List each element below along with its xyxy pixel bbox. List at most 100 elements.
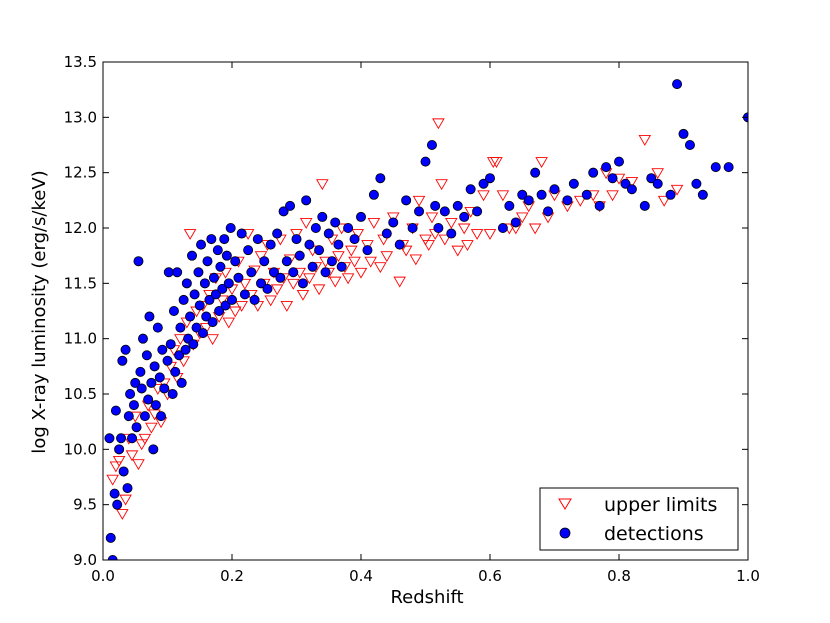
detection-point (207, 317, 218, 328)
upper-limit-point (638, 135, 652, 146)
detection-point (381, 228, 392, 239)
y-tick-label: 13.0 (64, 108, 97, 126)
detection-point (330, 217, 341, 228)
detection-point (549, 184, 560, 195)
detection-point (116, 433, 127, 444)
detection-point (114, 444, 125, 455)
x-tick-label: 0.8 (607, 567, 631, 585)
upper-limit-point (328, 276, 342, 288)
detection-point (118, 466, 129, 477)
detection-point (259, 256, 270, 267)
detection-point (452, 200, 463, 211)
legend-detections-marker (559, 527, 571, 539)
upper-limit-point (228, 306, 242, 318)
detection-point (446, 228, 457, 239)
detection-point (710, 162, 721, 173)
upper-limit-point (264, 295, 277, 307)
detection-point (362, 245, 373, 256)
detection-point (236, 228, 247, 239)
detection-point (154, 372, 165, 383)
upper-limit-point (312, 284, 326, 296)
detection-point (149, 361, 160, 372)
detection-point (607, 173, 618, 184)
upper-limit-point (535, 157, 548, 168)
upper-limit-point (116, 509, 129, 520)
upper-limit-point (490, 157, 503, 168)
upper-limit-point (222, 317, 236, 329)
detection-point (459, 211, 470, 222)
upper-limit-point (235, 301, 248, 312)
detection-point (208, 272, 219, 283)
y-tick-label: 11.5 (64, 274, 97, 292)
detection-point (323, 228, 334, 239)
upper-limit-point (135, 439, 148, 451)
detection-point (601, 162, 612, 173)
detection-point (217, 283, 228, 294)
detection-point (246, 267, 257, 278)
detection-point (210, 289, 221, 300)
detection-point (439, 206, 450, 217)
detection-point (301, 195, 312, 206)
x-tick-label: 0.6 (478, 567, 502, 585)
upper-limit-point (422, 240, 436, 251)
detection-point (433, 222, 444, 233)
detection-point (185, 311, 196, 322)
detection-point (128, 400, 139, 411)
detection-point (131, 422, 142, 433)
detection-point (543, 206, 554, 217)
x-tick-label: 1.0 (736, 567, 760, 585)
detection-point (157, 344, 168, 355)
detection-point (152, 322, 163, 333)
detection-point (201, 311, 212, 322)
detection-point (109, 488, 120, 499)
detection-point (204, 294, 215, 305)
detection-point (104, 433, 115, 444)
detection-point (133, 256, 144, 267)
upper-limit-point (515, 212, 529, 224)
detection-point (199, 278, 210, 289)
detection-point (223, 278, 234, 289)
detection-point (530, 167, 541, 178)
x-tick-label: 0.2 (220, 567, 244, 585)
detection-point (684, 139, 695, 150)
detection-point (504, 200, 515, 211)
detection-point (165, 339, 176, 350)
detection-point (307, 261, 318, 272)
upper-limit-point (341, 273, 355, 285)
detection-point (291, 234, 302, 245)
detection-point (170, 366, 181, 377)
detection-point (174, 350, 185, 361)
upper-limit-point (483, 229, 497, 240)
detection-point (220, 300, 231, 311)
y-tick-label: 12.5 (64, 164, 97, 182)
detection-point (620, 178, 631, 189)
detection-point (478, 178, 489, 189)
detection-point (162, 355, 173, 366)
upper-limit-point (496, 190, 510, 202)
detection-point (665, 189, 676, 200)
detection-point (202, 256, 213, 267)
upper-limit-point (657, 195, 671, 207)
x-tick-label: 0.4 (349, 567, 373, 585)
detection-point (221, 250, 232, 261)
detection-point (178, 294, 189, 305)
detection-point (414, 206, 425, 217)
detection-point (430, 200, 441, 211)
y-tick-label: 12.0 (64, 219, 97, 237)
detection-point (146, 377, 157, 388)
upper-limit-point (145, 422, 158, 434)
upper-limit-point (386, 212, 400, 224)
upper-limit-point (651, 168, 664, 180)
detection-point (355, 211, 366, 222)
upper-limit-point (425, 212, 439, 224)
upper-limit-point (670, 184, 684, 196)
detection-point (196, 239, 207, 250)
legend: upper limits detections (539, 487, 739, 551)
y-tick-label: 11.0 (64, 330, 97, 348)
y-tick-label: 10.5 (64, 385, 97, 403)
detection-point (139, 411, 150, 422)
upper-limit-point (112, 455, 126, 467)
detection-point (135, 366, 146, 377)
detection-point (181, 278, 192, 289)
detection-point (420, 156, 431, 167)
